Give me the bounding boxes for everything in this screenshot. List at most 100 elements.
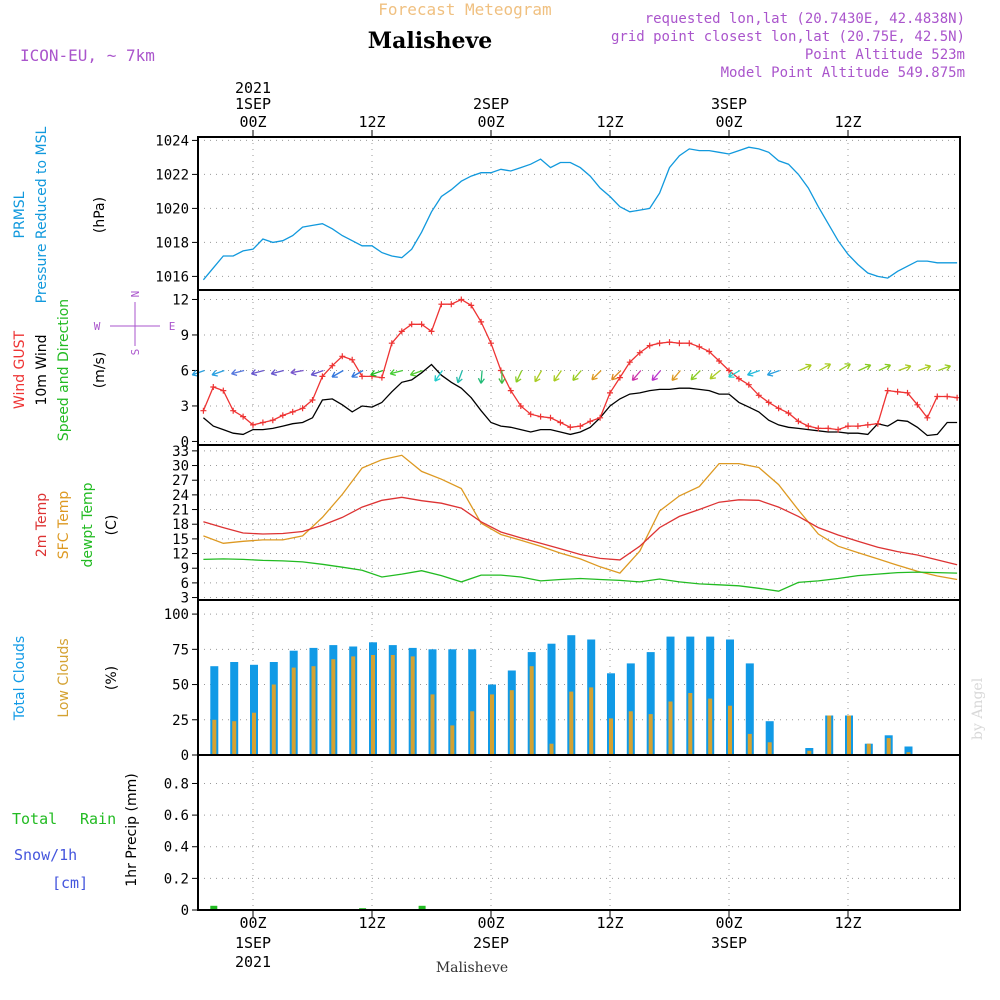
low-cloud-bar [648, 714, 653, 755]
forecast-title: Forecast Meteogram [378, 0, 551, 19]
compass-w: W [94, 320, 101, 333]
wind-direction-arrow [290, 368, 304, 376]
footer-location: Malisheve [436, 960, 508, 976]
wind-direction-arrow [211, 369, 225, 377]
wind-10m-line [202, 363, 958, 437]
pressure-panel: PRMSL Pressure Reduced to MSL (hPa) 1016… [12, 126, 960, 303]
wind-direction-arrow [534, 370, 543, 383]
wind-direction-arrow [572, 370, 582, 382]
top-tick-label-1: 00Z [239, 113, 266, 131]
low-cloud-bar [668, 701, 673, 755]
temp-ytick-6: 6 [181, 576, 189, 592]
total-cloud-bar [706, 636, 715, 755]
gust-marker [914, 401, 921, 408]
low-cloud-bar [827, 715, 832, 755]
gust-marker [854, 423, 861, 430]
gust-marker [864, 421, 871, 428]
top-tick-label-3: 00Z [477, 113, 504, 131]
wind-speed-dir-label: Speed and Direction [56, 299, 72, 441]
pressure-grid [192, 137, 960, 290]
wind-10m-label: 10m Wind [34, 334, 50, 405]
low-cloud-bar [688, 693, 693, 755]
gust-marker [676, 340, 683, 347]
gust-marker [726, 367, 732, 374]
gust-marker [835, 426, 842, 433]
wind-direction-arrow [351, 369, 364, 378]
gust-marker [815, 425, 822, 432]
temp-dewpt-label: dewpt Temp [80, 482, 96, 567]
bottom-tick-label-2: 12Z [358, 914, 385, 932]
requested-coords: requested lon,lat (20.7430E, 42.4838N) [645, 11, 965, 27]
low-cloud-bar [271, 684, 276, 755]
compass-e: E [169, 320, 176, 333]
wind-direction-arrow [477, 370, 485, 384]
gust-marker [775, 405, 782, 412]
precip-rain-label: Rain [80, 810, 116, 828]
clouds-panel: Total Clouds Low Clouds (%) 0 25 50 75 1… [12, 600, 960, 764]
wind-direction-arrow [858, 363, 872, 372]
pressure-ytick-1022: 1022 [155, 167, 189, 183]
temperature-grid [192, 445, 960, 600]
wind-direction-arrow [310, 369, 324, 377]
bottom-tick-label-5: 00Z [715, 914, 742, 932]
bottom-tick-label-4: 12Z [596, 914, 623, 932]
panel-frame-5 [197, 754, 961, 911]
low-cloud-bar [331, 659, 336, 755]
temp-ytick-24: 24 [172, 488, 189, 504]
clouds-grid [192, 600, 960, 756]
precip-unit: 1hr Precip (mm) [124, 773, 140, 886]
rain-bar [418, 905, 426, 910]
gust-marker [309, 397, 316, 403]
gust-marker [478, 318, 485, 325]
low-cloud-bar [807, 750, 812, 755]
gust-marker [646, 342, 653, 349]
total-cloud-bar [547, 643, 556, 755]
low-cloud-bar [311, 666, 316, 755]
gust-marker [636, 349, 643, 356]
gust-marker [378, 374, 385, 381]
sfc-temp-line [203, 454, 958, 581]
wind-direction-arrow [799, 363, 812, 372]
wind-direction-arrow [434, 370, 443, 382]
wind-direction-arrow [370, 369, 384, 377]
low-cloud-bar [490, 694, 494, 755]
precip-ytick-0: 0 [181, 903, 189, 919]
gust-marker [934, 393, 941, 400]
wind-direction-arrow [818, 363, 832, 372]
pressure-label-2: Pressure Reduced to MSL [34, 126, 50, 303]
total-cloud-bar [765, 721, 774, 755]
precip-ytick-0.4: 0.4 [164, 840, 189, 856]
total-cloud-bar [726, 639, 734, 755]
wind-panel: Wind GUST 10m Wind Speed and Direction (… [12, 290, 961, 450]
point-altitude: Point Altitude 523m [805, 47, 965, 63]
low-cloud-bar [450, 725, 455, 755]
precip-ytick-0.6: 0.6 [164, 808, 189, 824]
total-clouds-label: Total Clouds [12, 636, 28, 721]
gust-marker [200, 407, 207, 414]
wind-direction-arrow [918, 364, 932, 372]
low-cloud-bar [291, 667, 296, 755]
wind-direction-arrow [838, 363, 851, 372]
total-cloud-bar [210, 666, 219, 755]
precip-ytick-0.2: 0.2 [164, 871, 189, 887]
low-cloud-bar [212, 719, 217, 755]
temperature-panel: 2m Temp SFC Temp dewpt Temp (C) 3 6 9 12… [34, 444, 960, 607]
wind-ytick-6: 6 [181, 363, 189, 379]
wind-direction-arrow [409, 369, 423, 377]
gridpoint-coords: grid point closest lon,lat (20.75E, 42.5… [611, 29, 965, 45]
precip-snow-unit: [cm] [52, 874, 88, 892]
gust-marker [567, 424, 574, 431]
low-cloud-bar [390, 655, 395, 755]
precip-ytick-0.8: 0.8 [164, 776, 189, 792]
gust-marker [607, 389, 613, 396]
gust-marker [527, 411, 534, 418]
clouds-ytick-100: 100 [164, 607, 189, 623]
low-cloud-bar [232, 721, 237, 755]
panel-frame-1 [197, 136, 961, 291]
total-cloud-bar [646, 652, 655, 755]
low-cloud-bar [410, 656, 415, 755]
clouds-ytick-0: 0 [181, 748, 189, 764]
gust-marker [735, 375, 742, 382]
clouds-ytick-75: 75 [172, 642, 189, 658]
gust-marker [785, 410, 792, 417]
